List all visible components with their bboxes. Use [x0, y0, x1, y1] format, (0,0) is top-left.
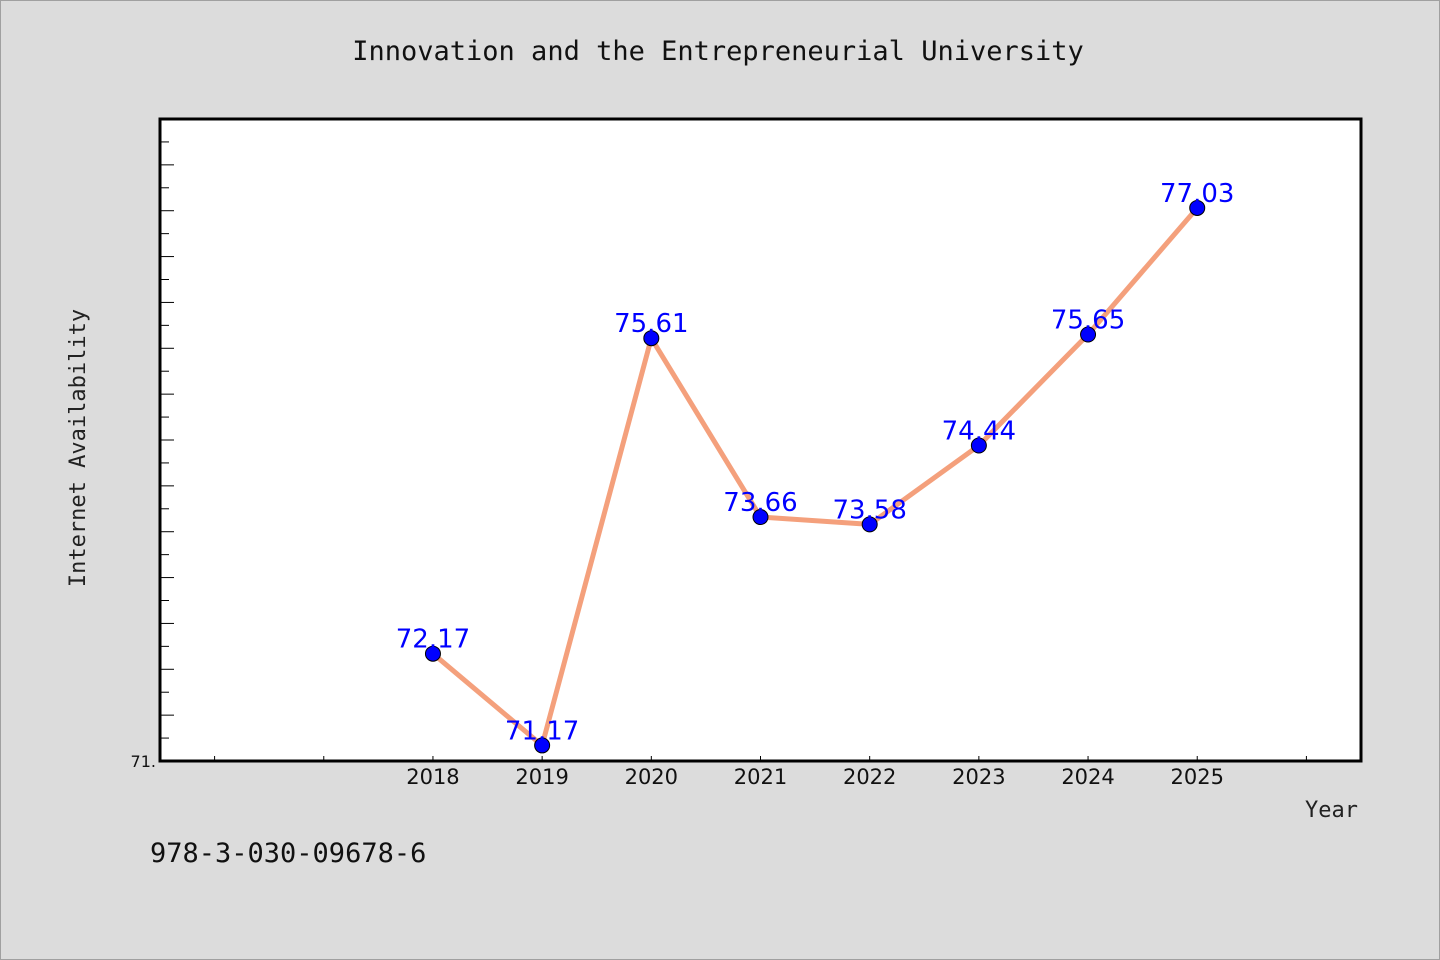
y-axis-label: Internet Availability	[66, 309, 91, 587]
plot-area	[160, 119, 1361, 761]
data-label: 77.03	[1160, 179, 1234, 209]
data-point	[1080, 326, 1097, 343]
y-tick-label: 71.	[131, 752, 156, 771]
series-line	[430, 205, 1200, 748]
data-point	[1189, 199, 1206, 216]
x-tick-label: 2025	[1171, 765, 1224, 789]
data-point	[534, 737, 551, 754]
x-tick-label: 2022	[843, 765, 896, 789]
plot-border	[158, 117, 1363, 763]
data-point	[643, 330, 660, 347]
data-label: 73.66	[723, 488, 797, 518]
data-label: 71.17	[505, 716, 579, 746]
x-tick-label: 2018	[406, 765, 459, 789]
x-tick-label: 2019	[515, 765, 568, 789]
data-point	[424, 645, 441, 662]
data-label: 72.17	[396, 625, 470, 655]
x-tick-label: 2020	[625, 765, 678, 789]
data-point	[752, 509, 769, 526]
y-axis-tick-labels: 71.	[131, 752, 156, 771]
data-label: 74.44	[942, 417, 1016, 447]
x-axis-label: Year	[1305, 798, 1358, 823]
chart-title: Innovation and the Entrepreneurial Unive…	[352, 36, 1084, 67]
x-tick-label: 2023	[952, 765, 1005, 789]
data-label: 75.61	[614, 309, 688, 339]
data-label: 73.58	[832, 495, 906, 525]
x-tick-label: 2024	[1061, 765, 1114, 789]
data-labels: 72.17 71.17 75.61 73.66 73.58 74.44 75.65 77.03	[396, 179, 1235, 746]
x-tick-label: 2021	[734, 765, 787, 789]
data-point	[970, 437, 987, 454]
x-axis-tick-labels: 2018 2019 2020 2021 2022 2023 2024 2025	[406, 765, 1224, 789]
isbn-footer: 978-3-030-09678-6	[150, 838, 426, 869]
data-point	[861, 516, 878, 533]
data-label: 75.65	[1051, 306, 1125, 336]
series-markers	[424, 199, 1206, 754]
